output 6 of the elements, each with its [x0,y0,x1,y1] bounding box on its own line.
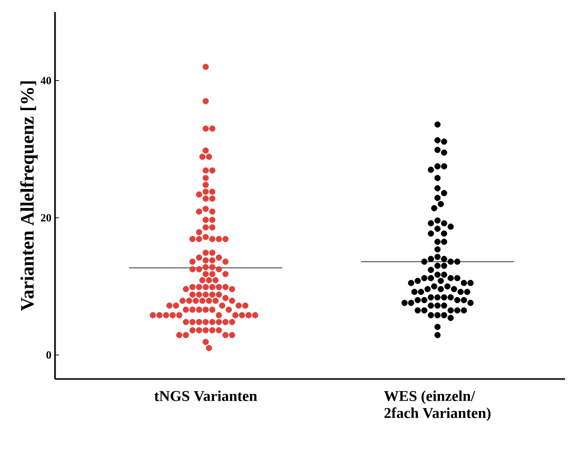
y-tick-label: 40 [40,76,52,84]
x-tick-label: tNGS Varianten [154,390,258,402]
y-tick-label: 0 [46,351,52,359]
y-tick-label: 20 [40,214,52,222]
y-axis-title: Varianten Allelfrequenz [%] [20,81,38,311]
x-tick-label: WES (einzeln/ 2fach Varianten) [384,390,491,422]
